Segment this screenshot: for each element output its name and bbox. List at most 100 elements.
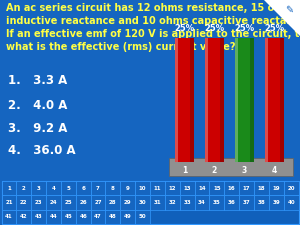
Text: 22: 22 [20,200,28,205]
Bar [195,181,209,195]
Bar [120,181,135,195]
Text: 46: 46 [79,214,87,219]
Bar [195,195,209,210]
Text: 16: 16 [228,186,236,191]
Bar [61,195,76,210]
Bar [209,181,224,195]
Text: 3: 3 [37,186,41,191]
Bar [31,181,46,195]
Bar [284,181,298,195]
Text: 9: 9 [126,186,130,191]
Bar [16,210,31,224]
Bar [120,195,135,210]
Text: 37: 37 [243,200,250,205]
Text: 24: 24 [50,200,57,205]
Text: 15: 15 [213,186,220,191]
Text: 29: 29 [124,200,131,205]
Bar [269,181,284,195]
Bar [61,181,76,195]
Bar [31,210,46,224]
Bar [254,195,269,210]
Bar [91,210,106,224]
Bar [209,195,224,210]
Text: 3: 3 [242,166,247,175]
Bar [205,38,224,162]
Bar [135,181,150,195]
Text: 20: 20 [287,186,295,191]
Bar [106,210,120,224]
Bar [175,38,178,162]
Text: 14: 14 [198,186,206,191]
Bar [46,181,61,195]
Text: 47: 47 [94,214,102,219]
Text: 32: 32 [169,200,176,205]
Text: 25%: 25% [174,24,195,33]
Text: 50: 50 [139,214,146,219]
Polygon shape [264,0,300,36]
Bar [269,195,284,210]
Bar [2,181,298,224]
Text: ✎: ✎ [285,5,294,15]
Text: 2: 2 [22,186,26,191]
Bar [76,195,91,210]
Bar [239,181,254,195]
Bar [106,181,120,195]
Text: 34: 34 [198,200,206,205]
Bar [235,38,254,162]
Text: 25%: 25% [264,24,285,33]
Text: 4.   36.0 A: 4. 36.0 A [8,144,75,157]
Text: 19: 19 [272,186,280,191]
Text: 41: 41 [5,214,13,219]
Text: 36: 36 [228,200,236,205]
Bar [265,38,284,162]
Bar [2,210,16,224]
Bar [165,181,180,195]
Text: 44: 44 [50,214,57,219]
Bar [91,195,106,210]
Text: 1: 1 [182,166,187,175]
Bar [76,181,91,195]
Text: 7: 7 [96,186,100,191]
Text: 13: 13 [183,186,191,191]
Text: 25%: 25% [234,24,255,33]
Bar [16,181,31,195]
Text: 48: 48 [109,214,117,219]
Text: 2: 2 [212,166,217,175]
Text: 8: 8 [111,186,115,191]
Bar [150,181,165,195]
Text: 4: 4 [52,186,56,191]
Bar [46,195,61,210]
Text: 26: 26 [80,200,87,205]
Bar [106,195,120,210]
Bar [61,210,76,224]
Bar [239,195,254,210]
Bar [2,181,16,195]
Text: 30: 30 [139,200,146,205]
Bar [16,195,31,210]
Bar [76,210,91,224]
Text: 23: 23 [35,200,42,205]
Text: 17: 17 [243,186,250,191]
Text: 6: 6 [81,186,85,191]
Text: 25: 25 [64,200,72,205]
Text: 33: 33 [183,200,191,205]
Bar [169,158,292,176]
Bar [135,195,150,210]
Text: 49: 49 [124,214,132,219]
Bar [235,38,238,162]
Text: 31: 31 [154,200,161,205]
Bar [150,195,165,210]
Text: 5: 5 [66,186,70,191]
Bar [175,38,194,162]
Bar [180,195,195,210]
Text: 43: 43 [35,214,43,219]
Text: 1: 1 [7,186,11,191]
Text: 4: 4 [272,166,277,175]
Bar [120,210,135,224]
Bar [224,195,239,210]
Bar [91,181,106,195]
Text: 40: 40 [287,200,295,205]
Bar [165,195,180,210]
Text: 42: 42 [20,214,28,219]
Text: 10: 10 [139,186,146,191]
